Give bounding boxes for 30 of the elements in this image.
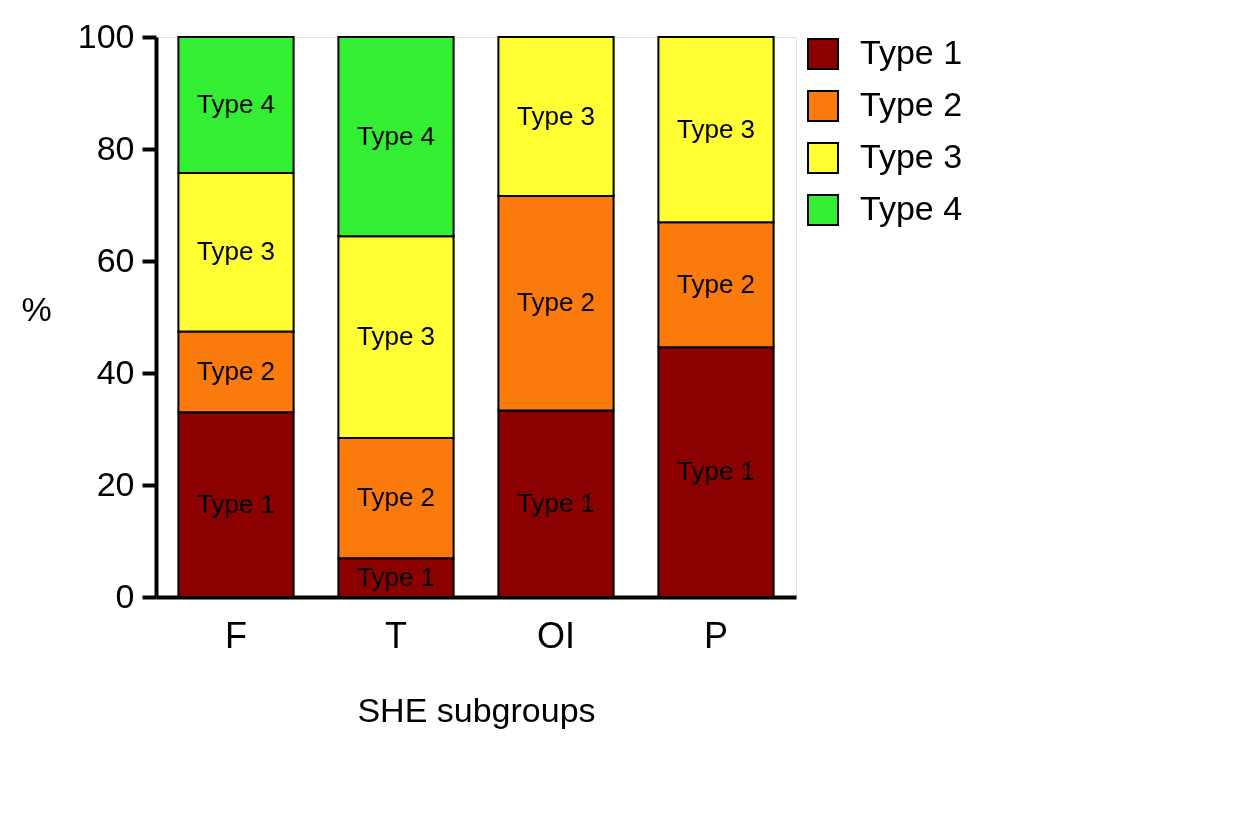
- text: Type 4: [356, 120, 436, 151]
- legend-label: Type 3: [860, 137, 963, 175]
- x-tick-label: F: [225, 614, 247, 656]
- text: Type 4: [196, 89, 276, 120]
- y-tick-label: 0: [115, 576, 135, 615]
- text: Type 3: [516, 100, 596, 131]
- x-axis-title: SHE subgroups: [357, 690, 596, 729]
- text: Type 2: [516, 287, 596, 318]
- y-tick-label: 80: [96, 128, 135, 167]
- y-axis-title: %: [21, 289, 52, 328]
- text: Type 1: [516, 487, 596, 518]
- y-tick-label: 20: [96, 464, 135, 503]
- y-tick-label: 40: [96, 352, 135, 391]
- legend-label: Type 2: [860, 85, 963, 123]
- x-tick-label: OI: [536, 614, 576, 656]
- x-tick-label: T: [385, 614, 407, 656]
- text: Type 3: [196, 236, 276, 267]
- text: Type 3: [356, 321, 436, 352]
- text: Type 2: [676, 268, 756, 299]
- legend-label: Type 1: [860, 33, 963, 71]
- legend-label: Type 4: [860, 189, 963, 227]
- x-tick-label: P: [703, 614, 729, 656]
- text: Type 1: [676, 456, 756, 487]
- y-tick-label: 100: [77, 16, 135, 55]
- text: Type 2: [356, 482, 436, 513]
- text: Type 2: [196, 355, 276, 386]
- y-tick-label: 60: [96, 240, 135, 279]
- text: Type 1: [356, 561, 436, 592]
- text: Type 1: [196, 488, 276, 519]
- text: Type 3: [676, 113, 756, 144]
